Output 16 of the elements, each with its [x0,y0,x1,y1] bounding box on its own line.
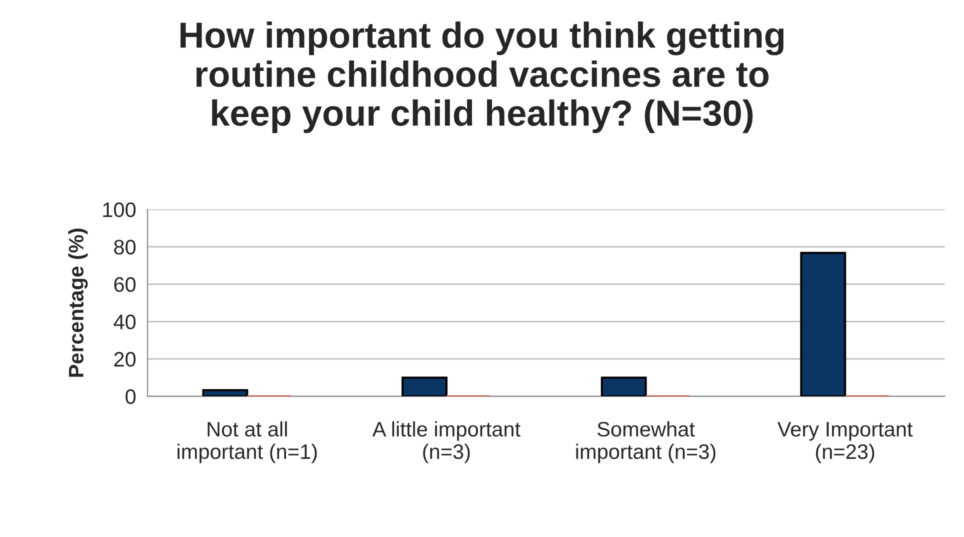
y-tick-label: 80 [114,240,136,255]
x-tick-label: A little important (n=3) [372,421,520,464]
chart-title: How important do you think getting routine childhood vaccines are to keep your child healthy? (N=30) [180,21,784,134]
bar [202,389,248,396]
x-tick-label: Not at all important (n=1) [178,421,317,464]
y-tick-label: 60 [114,277,136,292]
y-tick-label: 40 [114,314,136,330]
y-tick-label: 0 [126,389,136,404]
y-axis-title: Percentage (%) [68,228,88,377]
bar [402,376,448,396]
x-tick-label: Very Important (n=23) [777,422,913,464]
x-tick-label: Somewhat important (n=3) [576,421,716,464]
y-tick-label: 20 [114,352,136,367]
y-tick-label: 100 [103,202,136,218]
bar [800,252,846,396]
bar [600,376,647,396]
